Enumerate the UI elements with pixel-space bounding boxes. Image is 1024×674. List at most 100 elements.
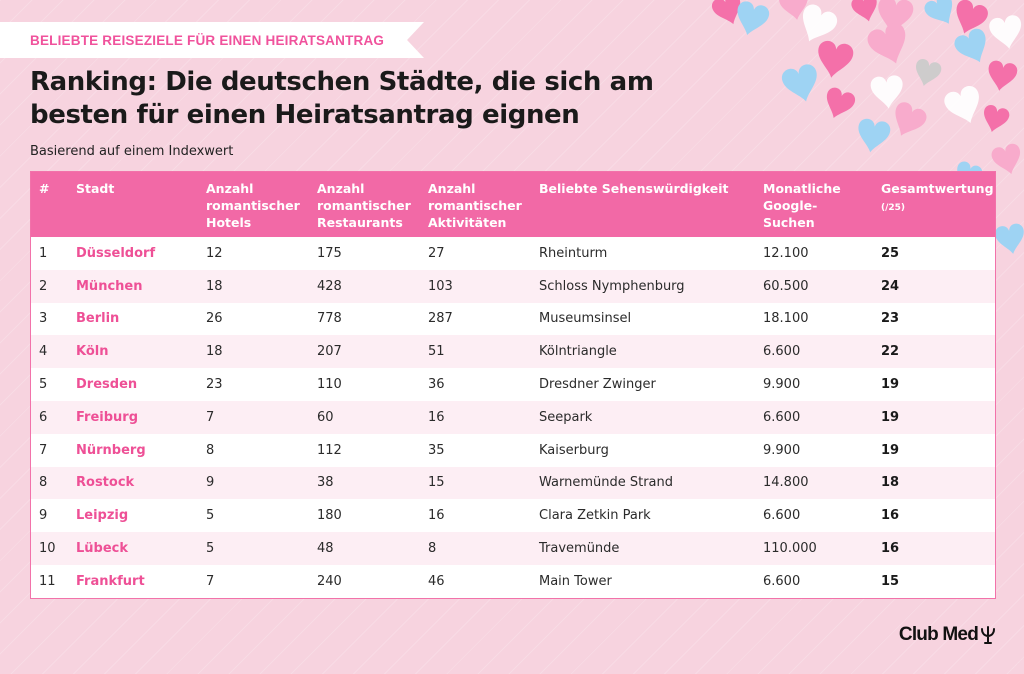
page-subtitle: Basierend auf einem Indexwert — [30, 144, 234, 159]
cell-city: Dresden — [76, 377, 138, 393]
cell-city: Freiburg — [76, 409, 139, 425]
cell-city: München — [76, 278, 143, 294]
cell-activities: 103 — [428, 278, 453, 294]
cell-restaurants: 240 — [317, 573, 342, 589]
table-row: 4 Köln 18 207 51 Kölntriangle 6.600 22 — [31, 335, 995, 369]
cell-rank: 11 — [39, 573, 56, 589]
cell-activities: 16 — [428, 508, 445, 524]
col-header-score-sub: (/25) — [881, 203, 906, 213]
cell-searches: 9.900 — [763, 442, 801, 458]
cell-sight: Main Tower — [539, 573, 612, 589]
cell-rank: 9 — [39, 508, 48, 524]
col-header-sight: Beliebte Sehenswürdigkeit — [539, 181, 729, 196]
cell-hotels: 7 — [206, 573, 215, 589]
cell-score: 16 — [881, 508, 900, 524]
category-tag: BELIEBTE REISEZIELE FÜR EINEN HEIRATSANT… — [0, 22, 424, 58]
cell-score: 25 — [881, 245, 900, 261]
cell-searches: 14.800 — [763, 475, 809, 491]
cell-rank: 3 — [39, 311, 48, 327]
cell-rank: 10 — [39, 541, 56, 557]
cell-restaurants: 110 — [317, 377, 342, 393]
table-row: 3 Berlin 26 778 287 Museumsinsel 18.100 23 — [31, 302, 995, 336]
cell-city: Frankfurt — [76, 573, 145, 589]
col-header-rank: # — [39, 181, 50, 196]
cell-score: 19 — [881, 409, 900, 425]
cell-city: Berlin — [76, 311, 120, 327]
table-row: 2 München 18 428 103 Schloss Nymphenburg 60.50… — [31, 269, 995, 303]
cell-rank: 8 — [39, 475, 48, 491]
table-row: 7 Nürnberg 8 112 35 Kaiserburg 9.900 19 — [31, 433, 995, 467]
cell-city: Düsseldorf — [76, 245, 156, 261]
cell-restaurants: 112 — [317, 442, 342, 458]
cell-activities: 46 — [428, 573, 445, 589]
cell-hotels: 12 — [206, 245, 223, 261]
cell-hotels: 9 — [206, 475, 215, 491]
cell-sight: Clara Zetkin Park — [539, 508, 651, 524]
cell-searches: 18.100 — [763, 311, 809, 327]
cell-score: 24 — [881, 278, 900, 294]
cell-hotels: 7 — [206, 409, 215, 425]
cell-searches: 9.900 — [763, 377, 801, 393]
table-row: 11 Frankfurt 7 240 46 Main Tower 6.600 15 — [31, 564, 995, 598]
cell-restaurants: 778 — [317, 311, 342, 327]
cell-searches: 12.100 — [763, 245, 809, 261]
cell-score: 19 — [881, 377, 900, 393]
col-header-activities: Anzahl romantischer Aktivitäten — [428, 181, 522, 230]
cell-rank: 6 — [39, 409, 48, 425]
cell-city: Leipzig — [76, 508, 129, 524]
cell-hotels: 23 — [206, 377, 223, 393]
cell-activities: 15 — [428, 475, 445, 491]
cell-sight: Seepark — [539, 409, 593, 425]
cell-restaurants: 180 — [317, 508, 342, 524]
cell-searches: 6.600 — [763, 508, 801, 524]
cell-searches: 110.000 — [763, 541, 817, 557]
cell-score: 16 — [881, 541, 900, 557]
cell-hotels: 18 — [206, 344, 223, 360]
cell-searches: 6.600 — [763, 573, 801, 589]
col-header-score-label: Gesamtwertung — [881, 181, 994, 196]
table-row: 8 Rostock 9 38 15 Warnemünde Strand 14.800 18 — [31, 466, 995, 500]
category-tag-label: BELIEBTE REISEZIELE FÜR EINEN HEIRATSANT… — [30, 32, 385, 48]
cell-sight: Warnemünde Strand — [539, 475, 674, 491]
col-header-searches: Monatliche Google-Suchen — [763, 181, 841, 230]
cell-sight: Kaiserburg — [539, 442, 609, 458]
cell-sight: Rheinturm — [539, 245, 608, 261]
cell-hotels: 5 — [206, 541, 215, 557]
col-header-city: Stadt — [76, 181, 115, 196]
cell-city: Köln — [76, 344, 109, 360]
logo-text: Club Med — [898, 624, 979, 645]
cell-hotels: 8 — [206, 442, 215, 458]
ranking-table: # Stadt Anzahl romantischer Hotels Anzah… — [30, 171, 996, 599]
cell-activities: 287 — [428, 311, 453, 327]
cell-activities: 36 — [428, 377, 445, 393]
cell-sight: Travemünde — [539, 541, 620, 557]
cell-rank: 4 — [39, 344, 48, 360]
col-header-score: Gesamtwertung (/25) — [873, 172, 995, 237]
cell-hotels: 18 — [206, 278, 223, 294]
cell-activities: 27 — [428, 245, 445, 261]
cell-sight: Schloss Nymphenburg — [539, 278, 685, 294]
table-row: 1 Düsseldorf 12 175 27 Rheinturm 12.100 25 — [31, 237, 995, 270]
cell-sight: Dresdner Zwinger — [539, 377, 656, 393]
table-row: 10 Lübeck 5 48 8 Travemünde 110.000 16 — [31, 532, 995, 565]
cell-score: 15 — [881, 573, 900, 589]
cell-restaurants: 48 — [317, 541, 334, 557]
cell-restaurants: 175 — [317, 245, 342, 261]
cell-restaurants: 207 — [317, 344, 342, 360]
cell-hotels: 26 — [206, 311, 223, 327]
cell-searches: 6.600 — [763, 344, 801, 360]
club-med-logo: Club Med — [899, 624, 996, 646]
cell-activities: 8 — [428, 541, 437, 557]
page-title: Ranking: Die deutschen Städte, die sich … — [30, 67, 654, 130]
cell-sight: Kölntriangle — [539, 344, 617, 360]
cell-score: 18 — [881, 475, 900, 491]
cell-activities: 51 — [428, 344, 445, 360]
cell-rank: 1 — [39, 245, 48, 261]
table-row: 6 Freiburg 7 60 16 Seepark 6.600 19 — [31, 400, 995, 434]
cell-city: Nürnberg — [76, 442, 146, 458]
cell-activities: 16 — [428, 409, 445, 425]
cell-rank: 2 — [39, 278, 48, 294]
cell-score: 23 — [881, 311, 900, 327]
cell-city: Rostock — [76, 475, 135, 491]
cell-searches: 60.500 — [763, 278, 809, 294]
